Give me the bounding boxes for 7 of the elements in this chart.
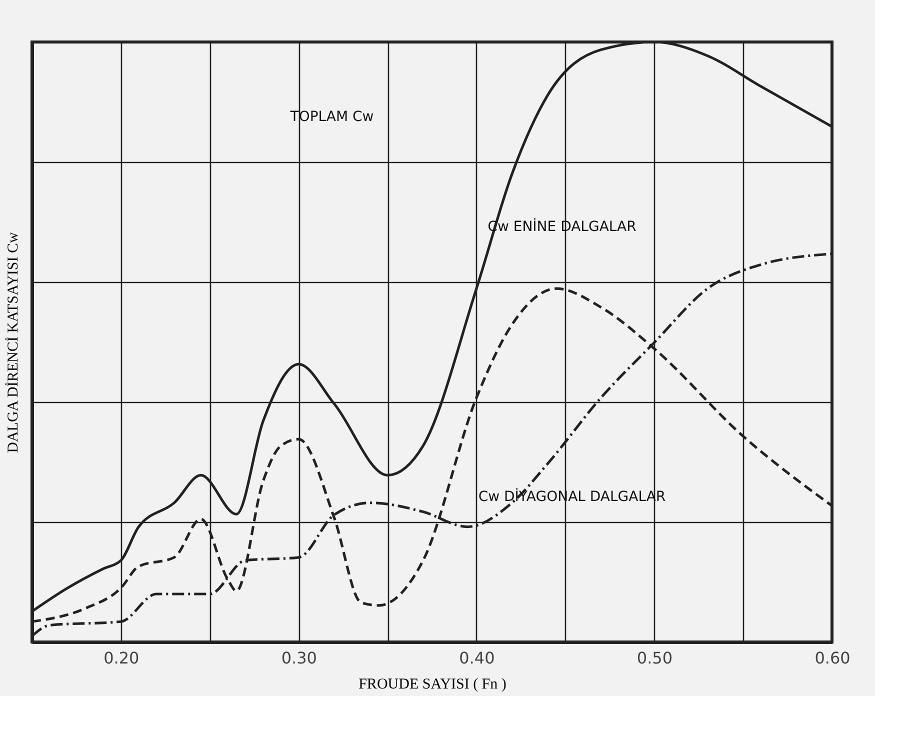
x-tick-label: 0.40 [459,648,495,668]
y-axis-title: DALGA DİRENCİ KATSAYISI Cw [4,232,22,453]
x-axis-title: FROUDE SAYISI ( Fn ) [358,676,506,692]
x-tick-label: 0.50 [636,648,673,668]
x-tick-label: 0.30 [281,648,317,668]
x-tick-label: 0.60 [814,648,850,668]
x-tick-label: 0.20 [104,648,140,668]
